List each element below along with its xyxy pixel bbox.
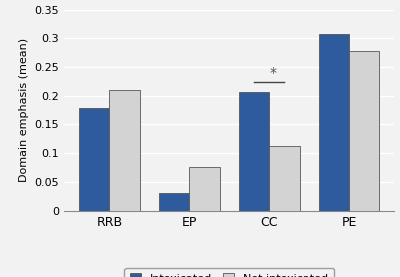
Y-axis label: Domain emphasis (mean): Domain emphasis (mean) bbox=[19, 38, 29, 182]
Text: *: * bbox=[270, 66, 277, 80]
Bar bbox=[319, 34, 349, 211]
Legend: Intoxicated, Not intoxicated: Intoxicated, Not intoxicated bbox=[124, 268, 334, 277]
Bar bbox=[239, 92, 269, 211]
Bar bbox=[349, 52, 380, 211]
Bar bbox=[109, 90, 140, 211]
Bar bbox=[159, 193, 189, 211]
Bar bbox=[189, 168, 220, 211]
Bar bbox=[79, 108, 109, 211]
Bar bbox=[269, 146, 300, 211]
